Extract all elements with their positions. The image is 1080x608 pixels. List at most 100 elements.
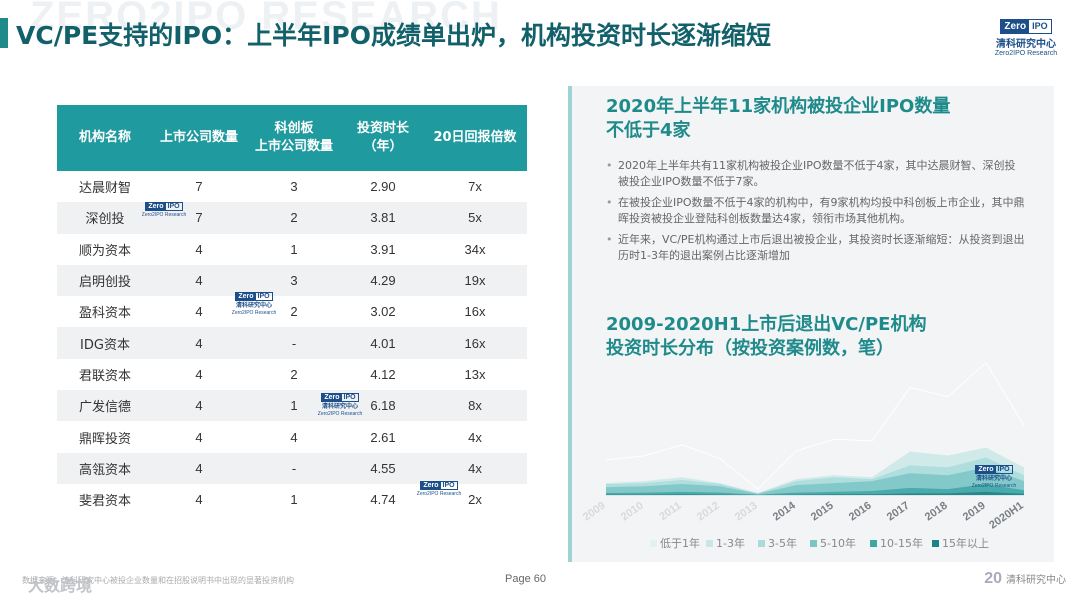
table-cell: 4 [153,452,245,484]
table-cell: 3.02 [370,304,396,320]
legend-swatch [650,540,657,547]
background-watermark: ZERO2IPO RESEARCH [30,0,502,38]
institution-name-cell: 达晨财智 [78,181,131,197]
chart-watermark-logo: Zero IPO 清科研究中心 Zero2IPO Research [971,465,1017,489]
table-cell: 16x [423,327,527,359]
table-cell: 34x [464,241,486,257]
table-cell: 4.12 [370,366,396,382]
header-star-market-count: 科创板 上市公司数量 [245,105,343,171]
investment-duration-area-chart: 2009 2010 2011 2012 2013 2014 2015 2016 2017 2018… [581,361,1026,550]
x-tick-label: 2014 [771,499,799,523]
table-cell: 2 [290,366,298,382]
x-tick-label: 2017 [885,500,912,524]
table-cell: 4 [290,429,298,445]
institution-name-cell: 启明创投 [57,264,153,297]
institution-name-cell: 盈科资本 [78,306,131,322]
logo-chinese: 清科研究中心 [996,39,1056,50]
section1-bullets: 2020年上半年共有11家机构被投企业IPO数量不低于4家，其中达晨财智、深创投… [606,158,1026,269]
x-tick-label: 2009 [581,500,608,524]
x-tick-label: 2020H1 [987,500,1025,532]
section2-title-line1: 2009-2020H1上市后退出VC/PE机构 [606,314,927,335]
bullet-item: 2020年上半年共有11家机构被投企业IPO数量不低于4家，其中达晨财智、深创投… [606,158,1026,190]
legend-label: 15年以上 [942,536,989,550]
legend-label: 5-10年 [820,536,856,550]
table-row: 顺为资本 4 1 3.91 34x [57,234,527,265]
table-cell: 4.01 [343,327,423,359]
x-tick-label: 2013 [733,500,760,524]
section2-title: 2009-2020H1上市后退出VC/PE机构 投资时长分布（按投资案例数，笔） [606,313,926,361]
bullet-item: 在被投企业IPO数量不低于4家的机构中，有9家机构均投中科创板上市企业，其中鼎晖… [606,195,1026,227]
table-cell: 1 [290,241,298,257]
x-tick-label: 2016 [847,500,874,524]
legend-label: 3-5年 [768,536,797,550]
legend-label: 10-15年 [880,536,923,550]
table-cell: 19x [423,264,527,297]
corner-text: 清科研究中心 [1006,575,1066,586]
table-row: 盈科资本 4 2 3.02 16x [57,296,527,327]
legend-swatch [870,540,877,547]
watermark-logo: Zero IPO Zero2IPO Research [416,481,462,497]
table-cell: 4 [195,241,203,257]
table-cell: 4 [153,390,245,422]
legend-label: 1-3年 [716,536,745,550]
table-cell: 16x [464,304,486,320]
table-cell: 3 [290,179,298,195]
area-series-4 [606,483,1024,495]
table-cell: 1 [290,492,298,508]
table-cell: 6.18 [343,390,423,422]
page-number: Page 60 [505,573,546,585]
table-body: 达晨财智 7 3 2.90 7x 深创投 7 2 3.81 5x 顺为资本 4 1 3.91 34x 启明创投… [57,171,527,515]
table-cell: 4 [153,264,245,297]
table-cell: 5x [423,202,527,234]
panel-accent-edge [568,86,572,562]
table-row: 君联资本 4 2 4.12 13x [57,359,527,390]
table-cell: 4 [195,304,203,320]
header-institution: 机构名称 [57,105,153,171]
x-tick-label: 2019 [961,500,988,524]
table-cell: 2.61 [370,429,396,445]
table-row: 高瓴资本 4-4.55 4x [57,452,527,484]
section1-title: 2020年上半年11家机构被投企业IPO数量 不低于4家 [606,95,950,143]
table-cell: - [245,327,343,359]
area-series-3 [606,467,1024,495]
footer-brand-watermark: 大数跨境 [28,576,93,595]
legend-swatch [706,540,713,547]
header-listed-count: 上市公司数量 [153,105,245,171]
x-tick-label: 2012 [695,500,722,524]
watermark-logo: Zero IPO Zero2IPO Research [141,202,187,218]
table-cell: 4 [153,327,245,359]
table-cell: 13x [464,366,486,382]
area-series-5 [606,491,1024,495]
header-return-multiple: 20日回报倍数 [423,105,527,171]
table-cell: 4.74 [370,492,396,508]
table-cell: 3 [245,264,343,297]
table-cell: - [245,452,343,484]
institution-name-cell: 顺为资本 [78,243,131,259]
table-cell: 7 [195,179,203,195]
legend-swatch [758,540,765,547]
institution-name-cell: 深创投 [57,202,153,234]
table-header-row: 机构名称 上市公司数量 科创板 上市公司数量 投资时长 （年） 20日回报倍数 [57,105,527,171]
x-tick-label: 2015 [809,500,836,524]
institution-name-cell: 高瓴资本 [57,452,153,484]
institution-name-cell: IDG资本 [57,327,153,359]
table-cell: 7x [468,179,482,195]
table-row: 达晨财智 7 3 2.90 7x [57,171,527,202]
x-tick-label: 2018 [923,500,950,524]
page-title: VC/PE支持的IPO：上半年IPO成绩单出炉，机构投资时长逐渐缩短 [16,21,771,50]
legend-swatch [810,540,817,547]
table-cell: 3.91 [370,241,396,257]
table-row: 鼎晖投资 4 4 2.61 4x [57,421,527,452]
footer-source-note: 数据来源：清科研究中心被投企业数量和在招股说明书中出现的显著投资机构 [22,576,294,585]
area-total-outline [605,361,1025,490]
corner-brand: 20 清科研究中心 [984,570,1066,588]
legend-swatch [932,540,939,547]
table-cell: 4.29 [343,264,423,297]
table-row: IDG资本 4-4.01 16x [57,327,527,359]
table-cell: 4.55 [343,452,423,484]
table-cell: 2 [290,304,298,320]
table-cell: 8x [423,390,527,422]
institution-name-cell: 斐君资本 [78,494,131,510]
institution-ipo-table: 机构名称 上市公司数量 科创板 上市公司数量 投资时长 （年） 20日回报倍数 … [57,105,527,515]
watermark-logo: Zero IPO 清科研究中心 Zero2IPO Research [231,292,277,316]
